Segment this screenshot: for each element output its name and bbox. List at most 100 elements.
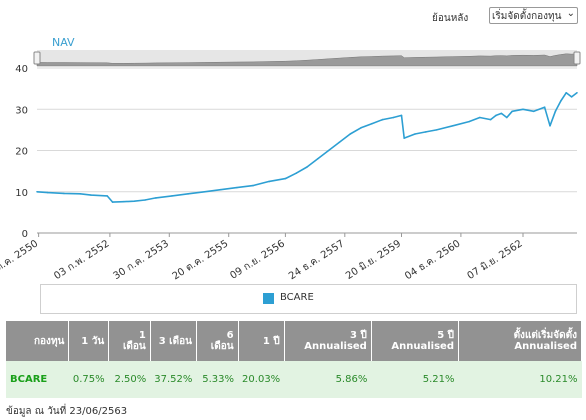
x-tick-label: 04 ธ.ค. 2560 xyxy=(403,238,462,280)
cell-1m: 2.50% xyxy=(108,361,151,398)
data-point xyxy=(90,194,92,196)
data-point xyxy=(576,91,578,94)
legend-swatch-bcare[interactable] xyxy=(263,293,274,304)
x-tick-label: 09 ก.ย. 2556 xyxy=(228,238,287,280)
nav-chart: NAV 0 10 20 30 40 ต.ค. 2550 03 ก.พ. 2552 30 ก.… xyxy=(0,36,581,280)
data-point xyxy=(79,193,81,195)
data-point xyxy=(414,133,416,135)
navigator-left-handle[interactable] xyxy=(33,51,41,65)
data-point xyxy=(36,190,38,193)
data-point xyxy=(400,114,403,117)
y-axis: 0 10 20 30 40 xyxy=(15,64,28,240)
legend-label-bcare[interactable]: BCARE xyxy=(280,292,314,303)
y-tick-label: 0 xyxy=(22,229,28,240)
data-point xyxy=(533,110,535,113)
performance-table: กองทุน 1 วัน 1 เดือน 3 เดือน 6 เดือน 1 ป… xyxy=(6,321,582,398)
navigator-area xyxy=(36,53,578,67)
x-tick-label: 24 ธ.ค. 2557 xyxy=(287,238,346,280)
col-header-inception: ตั้งแต่เริ่มจัดตั้ง Annualised xyxy=(458,321,582,361)
data-point xyxy=(155,197,157,199)
y-tick-label: 10 xyxy=(15,188,28,199)
data-point xyxy=(403,137,406,139)
data-point xyxy=(425,131,427,133)
data-point xyxy=(268,180,271,183)
period-label: ย้อนหลัง xyxy=(432,13,469,24)
data-point xyxy=(306,166,308,168)
data-point xyxy=(187,193,189,195)
data-point xyxy=(338,141,341,144)
data-point xyxy=(479,116,481,119)
y-tick-label: 30 xyxy=(15,105,28,116)
data-point xyxy=(63,192,65,195)
data-point xyxy=(500,112,503,115)
x-tick-label: ต.ค. 2550 xyxy=(0,238,40,273)
col-header-1y: 1 ปี xyxy=(238,321,285,361)
data-point xyxy=(452,124,454,127)
data-point xyxy=(317,157,319,160)
data-point xyxy=(560,100,562,102)
data-point xyxy=(111,201,114,203)
cell-inception: 10.21% xyxy=(458,361,582,398)
col-header-6m: 6 เดือน xyxy=(196,321,239,361)
col-header-fund: กองทุน xyxy=(6,321,70,361)
col-header-1d: 1 วัน xyxy=(68,321,110,361)
chart-legend: BCARE xyxy=(40,284,577,314)
col-header-1m: 1 เดือน xyxy=(108,321,151,361)
data-point xyxy=(327,149,330,152)
data-point xyxy=(295,172,298,174)
col-header-3m: 3 เดือน xyxy=(150,321,197,361)
data-point xyxy=(570,96,573,98)
col-header-5y: 5 ปี Annualised xyxy=(371,321,460,361)
data-point xyxy=(371,122,373,125)
data-point xyxy=(522,108,524,111)
data-point xyxy=(203,190,206,193)
table-row: BCARE 0.75% 2.50% 37.52% 5.33% 20.03% 5.… xyxy=(6,361,582,398)
cell-3m: 37.52% xyxy=(150,361,197,398)
data-point xyxy=(543,106,546,108)
data-point xyxy=(133,200,135,203)
cell-fund-name[interactable]: BCARE xyxy=(6,361,69,398)
y-tick-label: 20 xyxy=(15,147,28,158)
x-tick-label: 20 มิ.ย. 2559 xyxy=(344,238,403,280)
cell-5y: 5.21% xyxy=(371,361,459,398)
y-tick-label: 40 xyxy=(15,64,28,75)
data-point xyxy=(106,195,108,197)
data-point xyxy=(284,177,287,180)
cell-1y: 20.03% xyxy=(238,361,285,398)
col-header-3y: 3 ปี Annualised xyxy=(284,321,372,361)
data-point xyxy=(349,133,352,135)
chevron-down-icon: ⌄ xyxy=(566,8,575,19)
cell-1d: 0.75% xyxy=(68,361,109,398)
period-select[interactable]: เริ่มจัดตั้งกองทุน ⌄ xyxy=(489,7,578,24)
data-point xyxy=(171,195,173,197)
data-point xyxy=(554,110,557,113)
data-point xyxy=(392,116,395,119)
data-point xyxy=(381,118,384,121)
navigator-right-handle[interactable] xyxy=(573,51,581,65)
data-point xyxy=(511,110,513,113)
chart-series xyxy=(36,91,578,203)
x-tick-label: 03 ก.พ. 2552 xyxy=(52,238,111,280)
data-point xyxy=(489,118,492,121)
data-point xyxy=(236,186,238,189)
data-point xyxy=(252,184,254,187)
x-tick-label: 20 ต.ค. 2555 xyxy=(171,238,231,280)
data-point xyxy=(565,91,567,94)
cell-6m: 5.33% xyxy=(196,361,239,398)
table-header-row: กองทุน 1 วัน 1 เดือน 3 เดือน 6 เดือน 1 ป… xyxy=(6,321,582,361)
data-point xyxy=(47,191,49,194)
data-point xyxy=(144,199,146,201)
chart-navigator[interactable] xyxy=(33,50,581,67)
data-point xyxy=(468,120,470,123)
data-point xyxy=(506,116,508,119)
x-tick-label: 30 ก.ค. 2553 xyxy=(112,238,171,280)
chart-grid xyxy=(37,67,577,234)
data-date-note: ข้อมูล ณ วันที่ 23/06/2563 xyxy=(6,406,128,417)
period-select-value: เริ่มจัดตั้งกองทุน xyxy=(492,11,562,22)
data-point xyxy=(495,114,497,117)
x-tick-label: 07 มิ.ย. 2562 xyxy=(466,238,525,280)
cell-3y: 5.86% xyxy=(284,361,372,398)
data-point xyxy=(435,129,438,131)
data-point xyxy=(219,188,222,191)
data-point xyxy=(122,200,125,203)
